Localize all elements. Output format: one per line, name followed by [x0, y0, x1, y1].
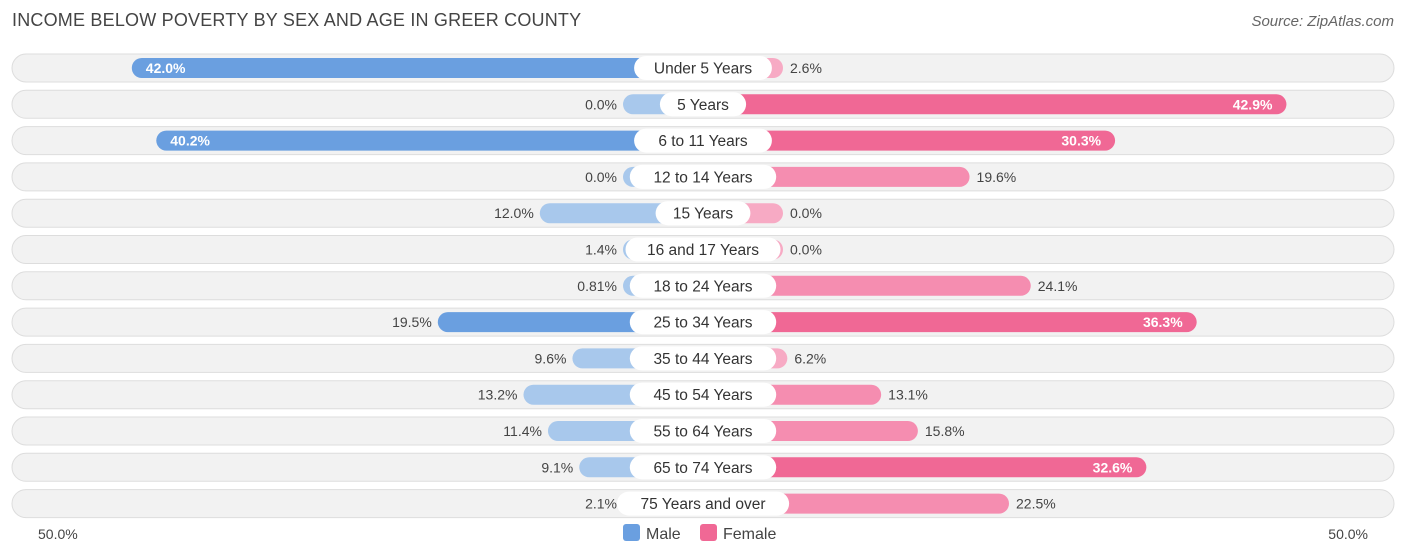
male-value-label: 13.2% — [478, 387, 518, 403]
female-value-label: 24.1% — [1038, 278, 1078, 294]
male-value-label: 12.0% — [494, 205, 534, 221]
category-pill — [629, 164, 777, 189]
male-value-label: 2.1% — [585, 496, 617, 512]
male-bar — [156, 130, 703, 151]
source-credit: Source: ZipAtlas.com — [1251, 13, 1394, 30]
female-legend-swatch — [700, 524, 717, 541]
category-label: 5 Years — [677, 97, 729, 114]
axis-right-label: 50.0% — [1328, 526, 1368, 542]
female-value-label: 19.6% — [977, 169, 1017, 185]
category-pill — [629, 382, 777, 407]
female-bar — [703, 457, 1147, 478]
male-value-label: 42.0% — [146, 60, 186, 76]
male-value-label: 40.2% — [170, 133, 210, 149]
male-value-label: 0.0% — [585, 169, 617, 185]
category-pill — [655, 201, 751, 226]
female-value-label: 13.1% — [888, 387, 928, 403]
female-bar — [703, 312, 1197, 333]
male-value-label: 9.6% — [535, 350, 567, 366]
category-pill — [634, 128, 772, 153]
category-label: 18 to 24 Years — [653, 278, 752, 295]
category-pill — [629, 273, 777, 298]
female-bar — [703, 130, 1116, 151]
category-label: 15 Years — [673, 206, 734, 223]
category-pill — [625, 237, 781, 262]
category-label: 25 to 34 Years — [653, 315, 752, 332]
female-value-label: 0.0% — [790, 205, 822, 221]
female-value-label: 30.3% — [1061, 133, 1101, 149]
female-value-label: 15.8% — [925, 423, 965, 439]
category-label: 12 to 14 Years — [653, 169, 752, 186]
female-legend-label: Female — [723, 526, 776, 543]
axis-left-label: 50.0% — [38, 526, 78, 542]
category-pill — [629, 455, 777, 480]
chart-title: INCOME BELOW POVERTY BY SEX AND AGE IN G… — [12, 10, 582, 30]
male-value-label: 1.4% — [585, 242, 617, 258]
female-bar — [703, 275, 1031, 296]
category-pill — [659, 92, 747, 117]
category-pill — [629, 419, 777, 443]
male-bar — [131, 58, 704, 78]
female-value-label: 32.6% — [1093, 459, 1133, 475]
female-value-label: 42.9% — [1233, 96, 1273, 112]
category-pill — [629, 346, 777, 371]
male-value-label: 0.0% — [585, 96, 617, 112]
female-value-label: 2.6% — [790, 60, 822, 76]
category-label: 16 and 17 Years — [647, 242, 759, 259]
female-value-label: 6.2% — [794, 350, 826, 366]
category-pill — [616, 491, 790, 516]
category-label: 35 to 44 Years — [653, 351, 752, 368]
male-legend-label: Male — [646, 526, 681, 543]
female-value-label: 0.0% — [790, 242, 822, 258]
female-value-label: 22.5% — [1016, 496, 1056, 512]
category-label: 65 to 74 Years — [653, 460, 752, 477]
female-bar — [703, 94, 1287, 115]
male-value-label: 19.5% — [392, 314, 432, 330]
category-label: 6 to 11 Years — [658, 133, 748, 150]
male-value-label: 0.81% — [577, 278, 617, 294]
category-pill — [634, 56, 772, 80]
category-label: 45 to 54 Years — [653, 387, 752, 404]
male-value-label: 11.4% — [503, 423, 542, 439]
female-value-label: 36.3% — [1143, 314, 1183, 330]
category-label: 75 Years and over — [641, 496, 766, 513]
category-label: 55 to 64 Years — [653, 424, 752, 441]
category-label: Under 5 Years — [654, 61, 752, 78]
category-pill — [629, 310, 777, 335]
male-value-label: 9.1% — [541, 459, 573, 475]
male-legend-swatch — [623, 524, 640, 541]
